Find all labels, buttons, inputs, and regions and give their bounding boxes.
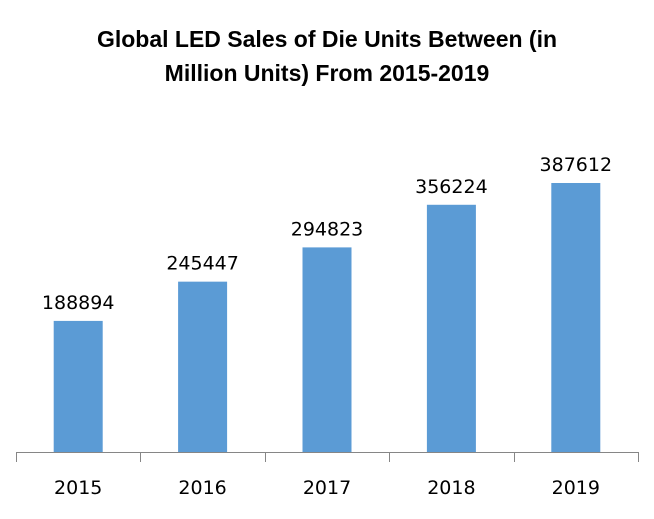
x-tick-label-2019: 2019 [552,477,600,499]
data-label-2017: 294823 [291,218,364,240]
bar-2017 [302,247,352,452]
x-tick-label-2016: 2016 [178,477,226,499]
data-label-2015: 188894 [42,292,115,314]
bar-2018 [426,204,476,452]
data-label-2016: 245447 [166,253,239,275]
chart-title-line-1: Global LED Sales of Die Units Between (i… [96,26,558,52]
bar-2016 [178,281,228,452]
bar-2015 [53,320,103,452]
x-tick-label-2015: 2015 [54,477,102,499]
x-tick-label-2017: 2017 [303,477,351,499]
data-label-2019: 387612 [540,154,613,176]
chart-title-line-2: Million Units) From 2015-2019 [164,60,490,86]
x-tick-label-2018: 2018 [427,477,475,499]
chart-title: Global LED Sales of Die Units Between (i… [0,22,654,90]
bar-2019 [551,182,601,453]
data-label-2018: 356224 [415,176,488,198]
